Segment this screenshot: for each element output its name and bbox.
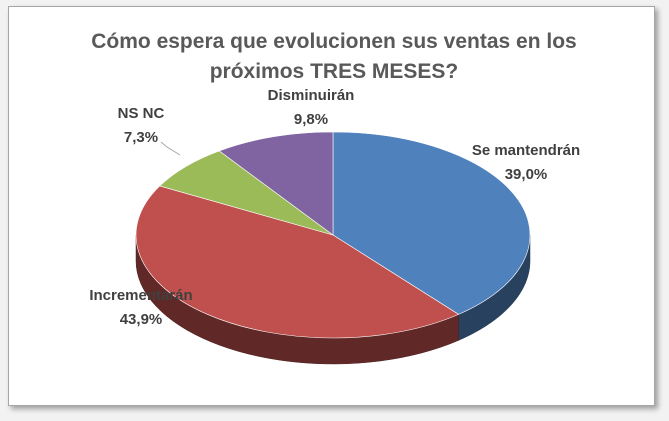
value-label: 9,8% bbox=[294, 111, 328, 128]
leader-line bbox=[160, 141, 181, 156]
slice-label: NS NC bbox=[118, 105, 165, 122]
value-label: 7,3% bbox=[124, 129, 158, 146]
slice bbox=[332, 131, 531, 315]
chart-frame: Se mantendrán 39,0% Incrementarán 43,9% NS N… bbox=[8, 6, 655, 406]
slice bbox=[135, 185, 460, 339]
slice-label: Incrementarán bbox=[89, 287, 192, 304]
chart-title: Cómo espera que evolucionen sus ventas e… bbox=[91, 30, 577, 83]
chart: Se mantendrán 39,0% Incrementarán 43,9% NS N… bbox=[89, 87, 580, 365]
value-label: 39,0% bbox=[505, 166, 548, 183]
slice bbox=[218, 131, 334, 236]
value-label: 43,9% bbox=[120, 311, 163, 328]
slice-label: Disminuirán bbox=[268, 87, 355, 104]
slice-label: Se mantendrán bbox=[472, 142, 580, 159]
